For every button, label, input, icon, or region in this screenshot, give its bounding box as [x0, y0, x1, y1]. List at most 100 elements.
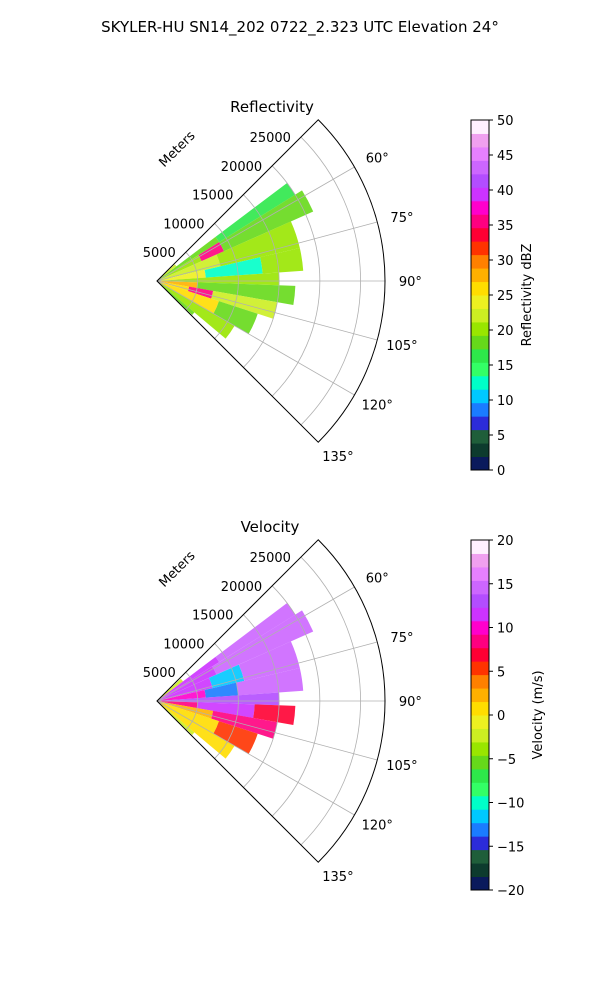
echo-sector — [197, 282, 296, 306]
colorbar-band — [471, 593, 489, 608]
radial-tick-label: 10000 — [163, 637, 204, 652]
echo-sector — [157, 678, 184, 701]
echo-sector — [197, 702, 255, 718]
colorbar-band — [471, 402, 489, 417]
colorbar-band — [471, 362, 489, 377]
echo-sector — [157, 236, 220, 281]
echo-sector — [157, 281, 235, 339]
angle-tick-label: 90° — [399, 695, 422, 710]
radial-tick-label: 25000 — [250, 551, 291, 566]
colorbar-band — [471, 227, 489, 242]
colorbar-tick-label: −15 — [497, 840, 524, 855]
colorbar-band — [471, 795, 489, 810]
angle-tick-label: 135° — [322, 870, 353, 885]
angle-tick-label: 75° — [390, 211, 413, 226]
colorbar-band — [471, 214, 489, 229]
echo-sector — [157, 281, 198, 289]
echo-sector — [213, 721, 258, 754]
echo-sector — [157, 690, 206, 701]
colorbar-band — [471, 782, 489, 797]
echo-sector — [260, 248, 304, 274]
colorbar-band — [471, 133, 489, 148]
velocity-colorbar-label: Velocity (m/s) — [531, 670, 546, 759]
colorbar-band — [471, 173, 489, 188]
colorbar-tick-label: −5 — [497, 753, 516, 768]
colorbar-band — [471, 308, 489, 323]
velocity-plot: 5000 10000 15000 20000 25000 60° 75° 90° 105° 120… — [143, 539, 422, 885]
colorbar-band — [471, 389, 489, 404]
colorbar-band — [471, 281, 489, 296]
colorbar-band — [471, 607, 489, 622]
angle-tick-label: 120° — [362, 399, 393, 414]
colorbar-tick-label: −10 — [497, 797, 524, 812]
angle-tick-label: 75° — [390, 631, 413, 646]
colorbar-band — [471, 321, 489, 336]
angle-tick-label: 135° — [322, 450, 353, 465]
colorbar-tick-label: 20 — [497, 324, 514, 339]
echo-sector — [219, 190, 314, 252]
echo-sector — [204, 257, 263, 278]
colorbar-band — [471, 876, 489, 891]
azimuth-gridline — [156, 280, 355, 396]
colorbar-band — [471, 241, 489, 256]
radial-tick-label: 5000 — [143, 666, 176, 681]
echo-sector — [157, 264, 177, 281]
radial-tick-label: 20000 — [221, 160, 262, 175]
colorbar-tick-label: 20 — [497, 534, 514, 549]
reflectivity-plot: 5000 10000 15000 20000 25000 60° 75° 90° 105° 120… — [143, 119, 422, 465]
radial-tick-label: 10000 — [163, 217, 204, 232]
colorbar-band — [471, 768, 489, 783]
velocity-panel: Velocity 5000 10000 15000 20000 25000 60° 75° 9… — [143, 518, 546, 899]
reflectivity-colorbar: 0 5 10 15 20 25 30 35 40 45 50 — [470, 114, 514, 479]
colorbar-band — [471, 429, 489, 444]
echo-sector — [253, 704, 296, 726]
angle-tick-label: 105° — [386, 759, 417, 774]
echo-sector — [198, 242, 224, 262]
colorbar-band — [471, 822, 489, 837]
azimuth-gridline — [156, 280, 378, 341]
colorbar-tick-label: 10 — [497, 394, 514, 409]
velocity-colorbar: −20 −15 −10 −5 0 5 10 15 20 — [470, 534, 524, 899]
angle-tick-label: 105° — [386, 339, 417, 354]
echo-sector — [157, 281, 195, 315]
echo-sector — [157, 254, 221, 281]
colorbar-band — [471, 348, 489, 363]
azimuth-gridline — [156, 641, 378, 702]
echo-sector — [157, 701, 235, 759]
colorbar-band — [471, 443, 489, 458]
colorbar-band — [471, 540, 489, 554]
colorbar-band — [471, 456, 489, 471]
echo-sector — [209, 664, 245, 689]
colorbar-band — [471, 620, 489, 635]
angle-tick-label: 60° — [366, 151, 389, 166]
colorbar-band — [471, 688, 489, 703]
velocity-radial-label: Meters — [157, 548, 199, 590]
echo-sector — [157, 701, 198, 709]
colorbar-band — [471, 335, 489, 350]
radial-tick-label: 25000 — [250, 131, 291, 146]
echo-sector — [157, 281, 219, 314]
colorbar-band — [471, 661, 489, 676]
azimuth-gridline — [156, 586, 355, 702]
colorbar-tick-label: 0 — [497, 709, 505, 724]
colorbar-band — [471, 836, 489, 851]
azimuth-gridline — [156, 166, 355, 282]
velocity-title: Velocity — [241, 518, 300, 536]
colorbar-tick-label: 5 — [497, 429, 505, 444]
azimuth-gridline — [156, 700, 355, 816]
colorbar-band — [471, 728, 489, 743]
echo-sector — [204, 682, 239, 698]
sector-frame — [156, 119, 386, 443]
colorbar-band — [471, 647, 489, 662]
azimuth-gridline — [156, 700, 378, 761]
echo-sector — [212, 610, 314, 675]
colorbar-band — [471, 863, 489, 878]
echo-sector — [157, 677, 213, 701]
colorbar-band — [471, 755, 489, 770]
reflectivity-radial-label: Meters — [157, 128, 199, 170]
echo-sector — [157, 701, 219, 734]
colorbar-tick-label: −20 — [497, 884, 524, 899]
echo-sector — [211, 710, 278, 739]
colorbar-band — [471, 146, 489, 161]
colorbar-band — [471, 674, 489, 689]
